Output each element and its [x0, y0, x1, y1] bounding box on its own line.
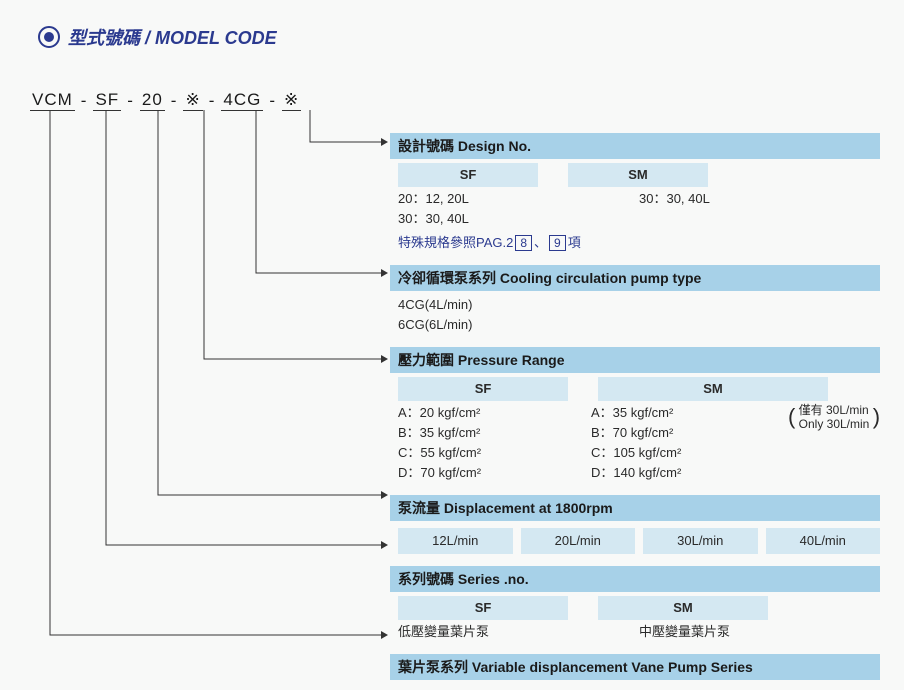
section: 葉片泵系列 Variable displancement Vane Pump S… [390, 654, 880, 680]
model-code-row: VCM-SF-20-※-4CG-※ [30, 90, 301, 111]
column: 20：12, 20L30：30, 40L [398, 189, 639, 229]
section-body: SF SM低壓變量葉片泵中壓變量葉片泵 [390, 592, 880, 644]
sub-header: SF [398, 596, 568, 620]
displacement-cell: 12L/min [398, 528, 513, 554]
value-line: 20：12, 20L [398, 189, 639, 209]
displacement-cell: 20L/min [521, 528, 636, 554]
sub-header: SM [598, 596, 768, 620]
sections-container: 設計號碼 Design No.SFSM20：12, 20L30：30, 40L3… [390, 133, 880, 690]
value-line: 6CG(6L/min) [398, 315, 880, 335]
section: 壓力範圍 Pressure Range SF SM A：20 kgf/cm²B：35 … [390, 347, 880, 485]
sub-header: SF [398, 377, 568, 401]
section: 設計號碼 Design No. SF SM20：12, 20L30：30, 40L3… [390, 133, 880, 255]
column: A：20 kgf/cm²B：35 kgf/cm²C：55 kgf/cm²D：70… [398, 403, 591, 483]
page-title: 型式號碼 / MODEL CODE [38, 24, 277, 50]
value-line: A：35 kgf/cm² [591, 403, 784, 423]
value-line: 30：30, 40L [639, 189, 880, 209]
value-line: 4CG(4L/min) [398, 295, 880, 315]
sub-header: SM [598, 377, 828, 401]
section-header: 葉片泵系列 Variable displancement Vane Pump S… [390, 654, 880, 680]
separator: - [75, 91, 94, 111]
value-line: D：140 kgf/cm² [591, 463, 784, 483]
section: 泵流量 Displacement at 1800rpm 12L/min 20L/mi… [390, 495, 880, 556]
section-header: 冷卻循環泵系列 Cooling circulation pump type [390, 265, 880, 291]
section-body: SF SM20：12, 20L30：30, 40L30：30, 40L 特殊規格參照… [390, 159, 880, 255]
value-line: D：70 kgf/cm² [398, 463, 591, 483]
separator: - [165, 91, 184, 111]
section-body: 12L/min 20L/min 30L/min 40L/min [390, 521, 880, 556]
section-body: 4CG(4L/min)6CG(6L/min) [390, 291, 880, 337]
section-header: 泵流量 Displacement at 1800rpm [390, 495, 880, 521]
sub-header: SF [398, 163, 538, 187]
column: 中壓變量葉片泵 [639, 622, 880, 642]
special-note: 特殊規格參照PAG.28、9項 [398, 233, 880, 253]
section-header: 壓力範圍 Pressure Range [390, 347, 880, 373]
model-segment: 20 [140, 90, 165, 111]
model-segment: VCM [30, 90, 75, 111]
displacement-cell: 30L/min [643, 528, 758, 554]
value-line: 低壓變量葉片泵 [398, 622, 639, 642]
target-icon [38, 26, 60, 48]
title-text: 型式號碼 / MODEL CODE [68, 24, 277, 50]
separator: - [203, 91, 222, 111]
model-segment: ※ [183, 90, 202, 111]
value-line: B：35 kgf/cm² [398, 423, 591, 443]
section: 系列號碼 Series .no. SF SM低壓變量葉片泵中壓變量葉片泵 [390, 566, 880, 644]
value-line: B：70 kgf/cm² [591, 423, 784, 443]
column: 30：30, 40L [639, 189, 880, 229]
section-header: 設計號碼 Design No. [390, 133, 880, 159]
separator: - [121, 91, 140, 111]
displacement-row: 12L/min 20L/min 30L/min 40L/min [398, 528, 880, 554]
paren-note: ( 僅有 30L/minOnly 30L/min ) [788, 403, 880, 483]
value-line: C：105 kgf/cm² [591, 443, 784, 463]
value-line: C：55 kgf/cm² [398, 443, 591, 463]
model-segment: ※ [282, 90, 301, 111]
model-segment: 4CG [221, 90, 263, 111]
separator: - [263, 91, 282, 111]
model-segment: SF [93, 90, 121, 111]
section-header: 系列號碼 Series .no. [390, 566, 880, 592]
displacement-cell: 40L/min [766, 528, 881, 554]
column: 低壓變量葉片泵 [398, 622, 639, 642]
section: 冷卻循環泵系列 Cooling circulation pump type4CG… [390, 265, 880, 337]
column: A：35 kgf/cm²B：70 kgf/cm²C：105 kgf/cm²D：1… [591, 403, 784, 483]
value-line: A：20 kgf/cm² [398, 403, 591, 423]
section-body: SF SM A：20 kgf/cm²B：35 kgf/cm²C：55 kgf/cm²… [390, 373, 880, 485]
value-line: 中壓變量葉片泵 [639, 622, 880, 642]
value-line: 30：30, 40L [398, 209, 639, 229]
sub-header: SM [568, 163, 708, 187]
